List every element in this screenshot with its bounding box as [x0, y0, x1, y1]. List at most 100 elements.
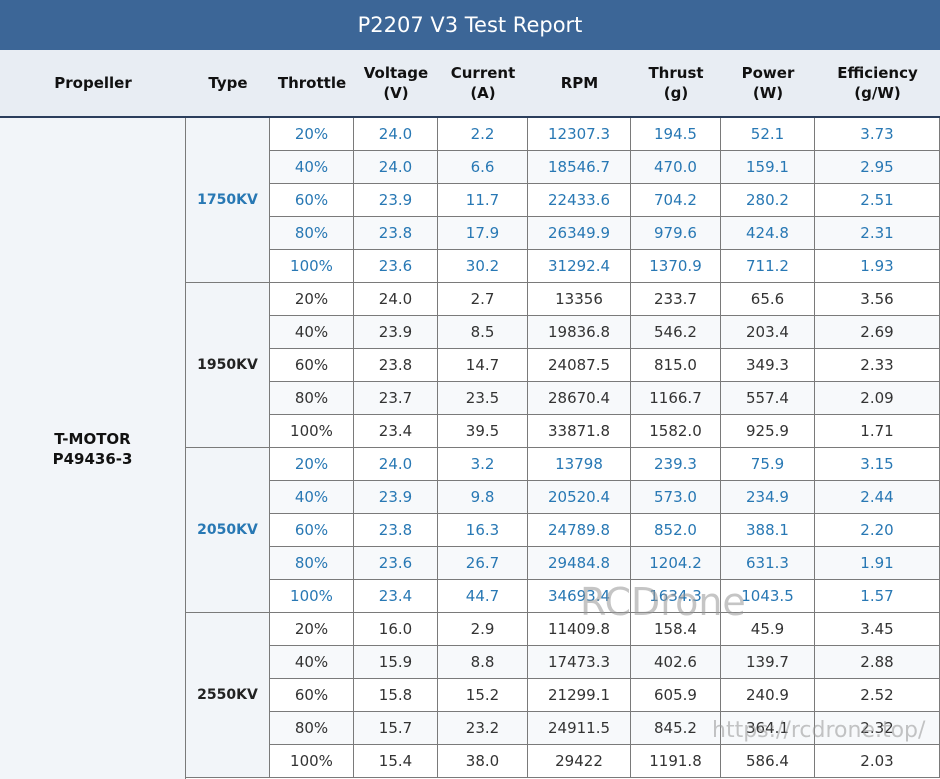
voltage-cell: 15.8: [354, 679, 438, 712]
table-row: 20% 24.0 2.2 12307.3 194.5 52.1 3.73: [270, 118, 940, 151]
voltage-cell: 23.4: [354, 580, 438, 613]
efficiency-cell: 2.20: [815, 514, 940, 547]
type-cell: 2550KV: [186, 613, 270, 778]
table-row: 40% 23.9 9.8 20520.4 573.0 234.9 2.44: [270, 481, 940, 514]
thrust-cell: 573.0: [631, 481, 721, 514]
throttle-cell: 40%: [270, 646, 354, 679]
table-row: 60% 23.8 16.3 24789.8 852.0 388.1 2.20: [270, 514, 940, 547]
power-cell: 631.3: [721, 547, 815, 580]
throttle-cell: 20%: [270, 613, 354, 646]
current-cell: 16.3: [438, 514, 528, 547]
thrust-cell: 1191.8: [631, 745, 721, 778]
header-current-unit: (A): [470, 84, 496, 102]
efficiency-cell: 2.31: [815, 217, 940, 250]
throttle-cell: 60%: [270, 349, 354, 382]
header-thrust-label: Thrust: [648, 64, 704, 82]
table-row: 60% 23.9 11.7 22433.6 704.2 280.2 2.51: [270, 184, 940, 217]
power-cell: 240.9: [721, 679, 815, 712]
table-row: 60% 15.8 15.2 21299.1 605.9 240.9 2.52: [270, 679, 940, 712]
efficiency-cell: 2.51: [815, 184, 940, 217]
current-cell: 6.6: [438, 151, 528, 184]
rpm-cell: 17473.3: [528, 646, 631, 679]
header-power: Power (W): [721, 50, 815, 116]
efficiency-cell: 3.73: [815, 118, 940, 151]
power-cell: 65.6: [721, 283, 815, 316]
table-row: 40% 24.0 6.6 18546.7 470.0 159.1 2.95: [270, 151, 940, 184]
rpm-cell: 12307.3: [528, 118, 631, 151]
efficiency-cell: 1.91: [815, 547, 940, 580]
current-cell: 2.7: [438, 283, 528, 316]
header-rpm: RPM: [560, 74, 599, 92]
thrust-cell: 402.6: [631, 646, 721, 679]
power-cell: 424.8: [721, 217, 815, 250]
throttle-cell: 80%: [270, 547, 354, 580]
thrust-cell: 239.3: [631, 448, 721, 481]
efficiency-cell: 3.56: [815, 283, 940, 316]
current-cell: 15.2: [438, 679, 528, 712]
efficiency-cell: 3.45: [815, 613, 940, 646]
rpm-cell: 31292.4: [528, 250, 631, 283]
power-cell: 234.9: [721, 481, 815, 514]
voltage-cell: 23.9: [354, 184, 438, 217]
voltage-cell: 24.0: [354, 151, 438, 184]
efficiency-cell: 2.32: [815, 712, 940, 745]
voltage-cell: 23.9: [354, 481, 438, 514]
current-cell: 44.7: [438, 580, 528, 613]
table-row: 80% 23.8 17.9 26349.9 979.6 424.8 2.31: [270, 217, 940, 250]
header-throttle: Throttle: [277, 74, 347, 92]
throttle-cell: 100%: [270, 580, 354, 613]
rpm-cell: 13798: [528, 448, 631, 481]
header-current: Current (A): [438, 50, 528, 116]
voltage-cell: 24.0: [354, 118, 438, 151]
type-cell: 1750KV: [186, 118, 270, 283]
rpm-cell: 29422: [528, 745, 631, 778]
header-efficiency: Efficiency (g/W): [815, 50, 940, 116]
current-cell: 11.7: [438, 184, 528, 217]
table-row: 80% 15.7 23.2 24911.5 845.2 364.1 2.32: [270, 712, 940, 745]
voltage-cell: 15.7: [354, 712, 438, 745]
header-power-label: Power: [741, 64, 795, 82]
power-cell: 139.7: [721, 646, 815, 679]
current-cell: 39.5: [438, 415, 528, 448]
type-cell: 1950KV: [186, 283, 270, 448]
current-cell: 23.2: [438, 712, 528, 745]
throttle-cell: 100%: [270, 250, 354, 283]
efficiency-cell: 2.69: [815, 316, 940, 349]
header-propeller: Propeller: [54, 74, 132, 92]
thrust-cell: 1204.2: [631, 547, 721, 580]
voltage-cell: 23.6: [354, 547, 438, 580]
rpm-cell: 34693.4: [528, 580, 631, 613]
propeller-model: P49436-3: [52, 449, 133, 468]
power-cell: 364.1: [721, 712, 815, 745]
thrust-cell: 1634.3: [631, 580, 721, 613]
rpm-cell: 24911.5: [528, 712, 631, 745]
power-cell: 280.2: [721, 184, 815, 217]
voltage-cell: 15.9: [354, 646, 438, 679]
current-cell: 8.5: [438, 316, 528, 349]
table-row: 100% 23.4 39.5 33871.8 1582.0 925.9 1.71: [270, 415, 940, 448]
current-cell: 30.2: [438, 250, 528, 283]
thrust-cell: 979.6: [631, 217, 721, 250]
throttle-cell: 20%: [270, 448, 354, 481]
thrust-cell: 1166.7: [631, 382, 721, 415]
header-current-label: Current: [450, 64, 516, 82]
voltage-cell: 16.0: [354, 613, 438, 646]
voltage-cell: 23.7: [354, 382, 438, 415]
voltage-cell: 23.8: [354, 217, 438, 250]
throttle-cell: 60%: [270, 679, 354, 712]
header-type: Type: [208, 74, 248, 92]
header-voltage-unit: (V): [383, 84, 409, 102]
thrust-cell: 233.7: [631, 283, 721, 316]
power-cell: 45.9: [721, 613, 815, 646]
header-power-unit: (W): [752, 84, 784, 102]
table-row: 20% 24.0 3.2 13798 239.3 75.9 3.15: [270, 448, 940, 481]
efficiency-cell: 2.33: [815, 349, 940, 382]
power-cell: 586.4: [721, 745, 815, 778]
rpm-cell: 18546.7: [528, 151, 631, 184]
rpm-cell: 20520.4: [528, 481, 631, 514]
thrust-cell: 815.0: [631, 349, 721, 382]
voltage-cell: 23.8: [354, 349, 438, 382]
rpm-cell: 22433.6: [528, 184, 631, 217]
power-cell: 159.1: [721, 151, 815, 184]
efficiency-cell: 2.52: [815, 679, 940, 712]
